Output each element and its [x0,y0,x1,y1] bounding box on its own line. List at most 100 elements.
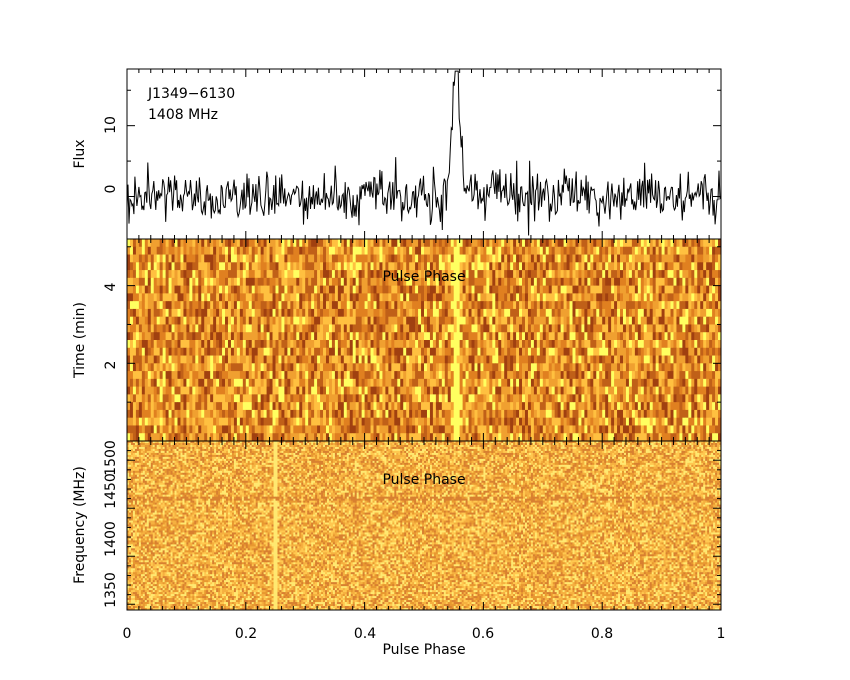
time-phase-cell [516,309,519,317]
time-phase-cell [183,356,186,364]
time-phase-cell [127,262,130,270]
time-phase-cell [225,348,228,356]
time-phase-cell [608,348,611,356]
time-phase-cell [216,356,219,364]
time-phase-cell [148,262,151,270]
time-phase-cell [543,286,546,294]
time-phase-cell [578,262,581,270]
time-phase-cell [474,332,477,340]
time-phase-cell [712,340,715,348]
time-phase-cell [644,270,647,278]
time-phase-cell [195,293,198,301]
time-phase-cell [697,309,700,317]
time-phase-cell [172,317,175,325]
time-phase-cell [287,356,290,364]
time-phase-cell [210,286,213,294]
time-phase-cell [614,293,617,301]
time-phase-cell [510,309,513,317]
time-phase-cell [454,286,457,294]
time-phase-cell [406,286,409,294]
time-phase-cell [195,324,198,332]
time-phase-cell [311,247,314,255]
time-phase-cell [671,309,674,317]
time-phase-cell [486,262,489,270]
time-phase-cell [584,324,587,332]
time-phase-cell [715,301,718,309]
time-phase-cell [163,293,166,301]
time-phase-cell [599,317,602,325]
time-phase-cell [231,255,234,263]
time-phase-cell [350,309,353,317]
time-phase-cell [151,255,154,263]
time-phase-cell [626,278,629,286]
time-phase-cell [590,348,593,356]
time-phase-cell [498,301,501,309]
time-phase-cell [234,262,237,270]
time-phase-cell [543,293,546,301]
time-phase-cell [287,255,290,263]
time-phase-cell [376,247,379,255]
time-phase-cell [151,340,154,348]
time-phase-cell [439,340,442,348]
time-phase-cell [546,317,549,325]
time-phase-cell [629,332,632,340]
time-phase-cell [276,324,279,332]
time-phase-cell [335,332,338,340]
time-phase-cell [709,348,712,356]
time-phase-cell [466,348,469,356]
time-phase-cell [715,262,718,270]
time-phase-cell [130,324,133,332]
time-phase-cell [326,317,329,325]
time-phase-cell [210,356,213,364]
time-phase-cell [130,247,133,255]
time-phase-cell [463,332,466,340]
time-phase-cell [653,340,656,348]
time-phase-cell [620,247,623,255]
time-phase-cell [650,340,653,348]
time-phase-cell [697,301,700,309]
time-phase-cell [388,317,391,325]
time-phase-cell [281,309,284,317]
time-phase-cell [183,293,186,301]
time-phase-cell [703,286,706,294]
time-phase-cell [350,317,353,325]
time-phase-cell [712,317,715,325]
time-phase-cell [409,317,412,325]
time-phase-cell [638,262,641,270]
time-phase-cell [252,301,255,309]
time-phase-cell [142,286,145,294]
time-phase-cell [688,340,691,348]
time-phase-cell [365,262,368,270]
time-phase-cell [492,262,495,270]
time-phase-cell [561,301,564,309]
time-phase-cell [243,317,246,325]
time-phase-cell [668,324,671,332]
time-phase-cell [691,239,694,247]
time-phase-cell [638,317,641,325]
time-phase-cell [608,301,611,309]
time-phase-cell [537,293,540,301]
time-phase-cell [469,356,472,364]
time-phase-cell [270,309,273,317]
time-phase-cell [394,286,397,294]
time-phase-cell [647,286,650,294]
time-phase-cell [201,270,204,278]
time-phase-cell [427,247,430,255]
time-phase-cell [561,286,564,294]
time-phase-cell [466,270,469,278]
time-phase-cell [700,247,703,255]
time-phase-cell [697,255,700,263]
time-phase-cell [391,340,394,348]
time-phase-cell [270,247,273,255]
time-phase-cell [647,255,650,263]
time-phase-cell [623,262,626,270]
time-phase-cell [376,293,379,301]
time-phase-cell [276,301,279,309]
time-phase-cell [406,293,409,301]
time-phase-cell [513,348,516,356]
time-phase-cell [489,293,492,301]
time-phase-cell [501,317,504,325]
time-phase-cell [573,317,576,325]
time-phase-cell [335,324,338,332]
time-phase-cell [151,293,154,301]
